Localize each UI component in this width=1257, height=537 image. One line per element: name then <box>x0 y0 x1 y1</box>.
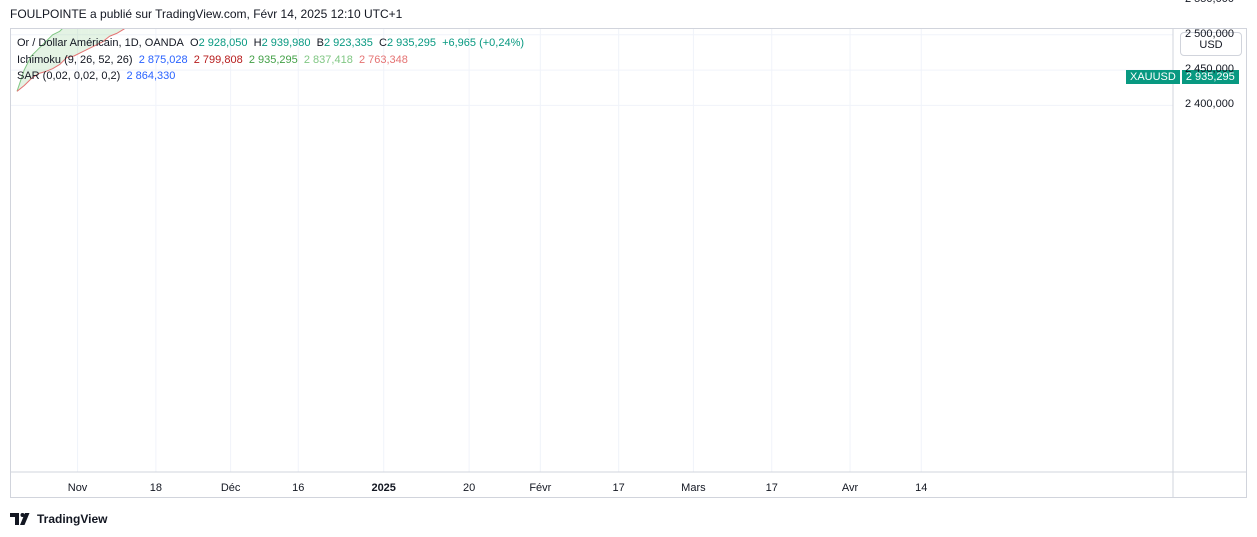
x-tick-label: Nov <box>67 482 88 494</box>
cloud-segment <box>123 29 125 30</box>
x-tick-label: Févr <box>529 482 552 494</box>
legend-sar-row[interactable]: SAR (0,02, 0,02, 0,2) 2 864,330 <box>17 68 524 85</box>
candle <box>150 0 155 7</box>
sar-dot <box>165 5 167 7</box>
plot-area <box>11 0 1173 472</box>
legend-ichimoku-name: Ichimoku (9, 26, 52, 26) <box>17 53 133 66</box>
cloud-segment <box>73 29 82 56</box>
sar-dot <box>187 0 189 1</box>
cloud-segment <box>45 34 53 72</box>
publisher-line: FOULPOINTE a publié sur TradingView.com,… <box>10 7 403 21</box>
cloud-segment <box>116 29 124 34</box>
cloud-segment <box>52 31 60 69</box>
x-tick-label: 14 <box>915 482 928 494</box>
x-tick-label: Mars <box>681 482 706 494</box>
y-tick-label: 2 550,000 <box>1185 0 1234 5</box>
sar-dot <box>158 5 160 7</box>
x-tick-label: 17 <box>765 482 778 494</box>
legend-sar-name: SAR (0,02, 0,02, 0,2) <box>17 70 121 82</box>
x-tick-label: 2025 <box>371 482 396 494</box>
price-badge-value: 2 935,295 <box>1181 70 1239 84</box>
currency-button[interactable]: USD <box>1180 32 1242 56</box>
tradingview-logo[interactable]: TradingView <box>10 512 107 526</box>
cloud-segment <box>59 29 67 65</box>
legend-close-value: 2 935,295 <box>387 37 436 49</box>
cloud-segment <box>159 0 166 11</box>
sar-dot <box>180 1 182 3</box>
cloud-segment <box>174 0 181 10</box>
cloud-segment <box>88 29 96 49</box>
y-tick-label: 2 500,000 <box>1185 27 1234 40</box>
x-tick-label: 16 <box>292 482 305 494</box>
cloud-segment <box>145 0 152 17</box>
cloud-segment <box>38 41 46 74</box>
cloud-segment <box>181 0 188 10</box>
cloud-segment <box>167 0 174 10</box>
legend-span-a-value: 2 837,418 <box>303 53 353 66</box>
legend-open-label: O <box>190 37 199 49</box>
cloud-segment <box>188 0 195 7</box>
legend-low-value: 2 923,335 <box>323 37 373 49</box>
cloud-segment <box>109 29 117 37</box>
x-tick-label: Déc <box>220 482 241 494</box>
cloud-segment <box>95 29 103 46</box>
x-tick-label: 18 <box>149 482 162 494</box>
cloud-segment <box>131 0 138 24</box>
x-tick-label: 17 <box>612 482 625 494</box>
last-price-badge: XAUUSD 2 935,295 <box>1126 70 1239 84</box>
legend-symbol-name: Or / Dollar Américain, 1D, OANDA <box>17 37 184 49</box>
cloud-segment <box>81 29 89 53</box>
cloud-segment <box>31 48 39 79</box>
chart-legend: Or / Dollar Américain, 1D, OANDA O2 928,… <box>17 35 524 85</box>
legend-ichimoku-row[interactable]: Ichimoku (9, 26, 52, 26) 2 875,028 2 799… <box>17 52 524 69</box>
y-tick-label: 2 400,000 <box>1185 98 1234 111</box>
x-tick-label: Avr <box>841 482 859 494</box>
legend-open-value: 2 928,050 <box>198 37 248 49</box>
legend-tenkan-value: 2 875,028 <box>138 53 188 66</box>
legend-chikou-value: 2 935,295 <box>248 53 298 66</box>
legend-change-value: +6,965 (+0,24%) <box>442 37 525 49</box>
price-badge-symbol: XAUUSD <box>1126 70 1180 84</box>
sar-dot <box>173 3 175 5</box>
y-tick-label: 2 450,000 <box>1185 63 1234 76</box>
tradingview-logo-text: TradingView <box>37 512 108 526</box>
tradingview-logo-icon <box>10 513 30 525</box>
cloud-segment <box>152 0 159 14</box>
legend-high-value: 2 939,980 <box>261 37 311 49</box>
x-tick-label: 20 <box>463 482 476 494</box>
cloud-segment <box>24 55 32 86</box>
legend-symbol-row[interactable]: Or / Dollar Américain, 1D, OANDA O2 928,… <box>17 35 524 52</box>
cloud-segment <box>66 29 74 58</box>
legend-high-label: H <box>253 37 262 49</box>
chart-frame <box>10 28 1247 498</box>
legend-kijun-value: 2 799,808 <box>193 53 243 66</box>
cloud-segment <box>138 0 145 21</box>
legend-span-b-value: 2 763,348 <box>358 53 408 66</box>
legend-close-label: C <box>379 37 387 49</box>
cloud-segment <box>102 29 110 42</box>
legend-low-label: B <box>316 37 324 49</box>
legend-sar-value: 2 864,330 <box>126 70 176 82</box>
